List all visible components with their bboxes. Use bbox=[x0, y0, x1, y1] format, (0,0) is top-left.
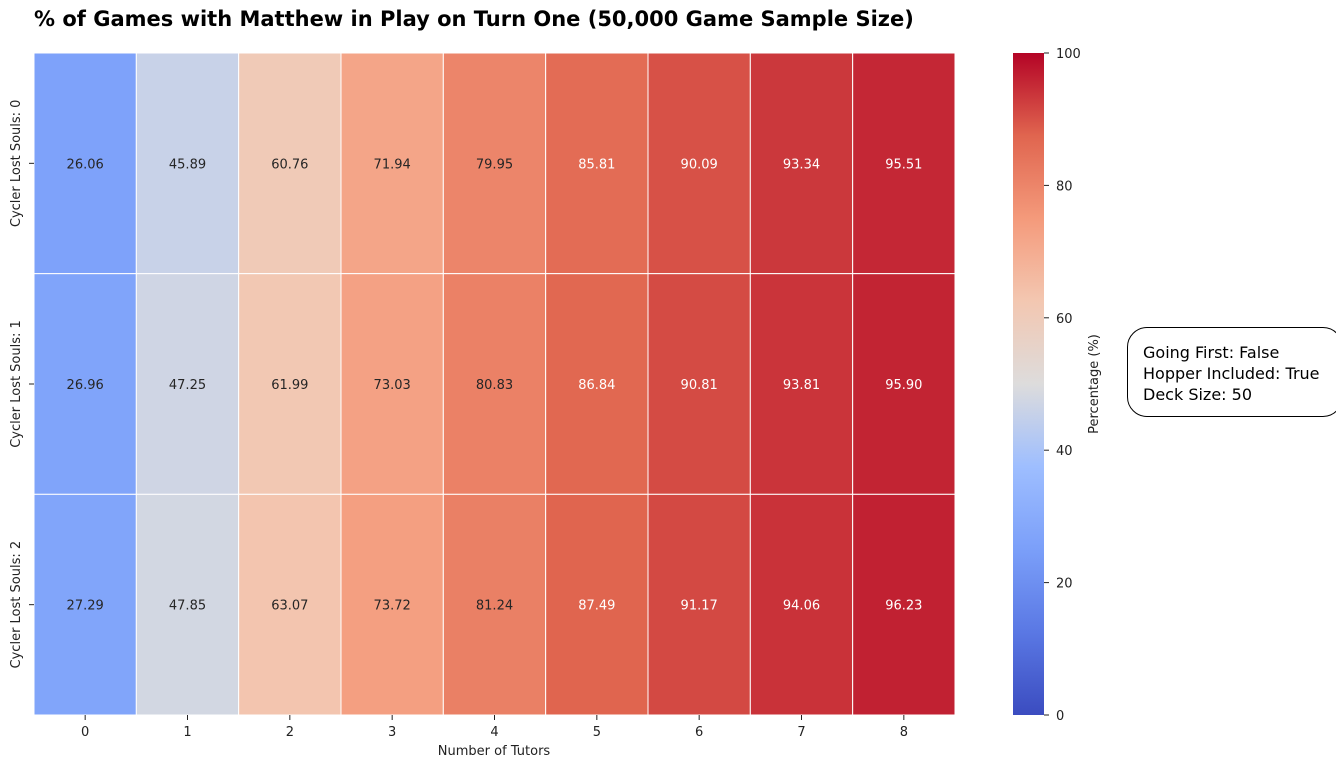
cell-value-label: 61.99 bbox=[271, 378, 308, 393]
heatmap-cell bbox=[852, 52, 956, 275]
heatmap-cell bbox=[238, 493, 342, 716]
heatmap-cell bbox=[749, 493, 854, 716]
cell-value-label: 90.81 bbox=[681, 378, 718, 393]
x-tick-label: 3 bbox=[388, 725, 396, 740]
cell-value-label: 85.81 bbox=[578, 157, 615, 172]
cell-value-label: 90.09 bbox=[681, 157, 718, 172]
heatmap-cell bbox=[647, 493, 751, 716]
heatmap-cells bbox=[33, 52, 956, 716]
cell-value-label: 47.25 bbox=[169, 378, 206, 393]
colorbar-ticks: 0 20 40 60 80 100 bbox=[1044, 47, 1081, 724]
cell-value-label: 80.83 bbox=[476, 378, 513, 393]
x-tick-label: 4 bbox=[490, 725, 498, 740]
cell-value-label: 96.23 bbox=[885, 599, 922, 614]
heatmap-cell bbox=[135, 493, 240, 716]
heatmap-cell bbox=[33, 273, 137, 495]
colorbar-tick-label: 20 bbox=[1056, 577, 1073, 592]
heatmap-cell bbox=[442, 493, 547, 716]
heatmap-cell bbox=[749, 273, 854, 495]
info-line-going-first: Going First: False bbox=[1143, 343, 1280, 362]
heatmap-cell-labels: 26.06 45.89 60.76 71.94 79.95 85.81 90.09 93.34… bbox=[67, 157, 923, 613]
cell-value-label: 60.76 bbox=[271, 157, 308, 172]
cell-value-label: 27.29 bbox=[67, 599, 104, 614]
cell-value-label: 26.96 bbox=[67, 378, 104, 393]
info-line-hopper-included: Hopper Included: True bbox=[1143, 364, 1320, 383]
heatmap-cell bbox=[545, 273, 649, 495]
x-axis-ticks: 0 1 2 3 4 5 6 7 8 bbox=[81, 715, 908, 740]
info-annotation-box: Going First: False Hopper Included: True… bbox=[1127, 327, 1336, 417]
heatmap-cell bbox=[135, 52, 240, 275]
cell-value-label: 94.06 bbox=[783, 599, 820, 614]
cell-value-label: 79.95 bbox=[476, 157, 513, 172]
colorbar-tick-label: 80 bbox=[1056, 179, 1073, 194]
heatmap-cell bbox=[340, 273, 444, 495]
heatmap-cell bbox=[340, 493, 444, 716]
cell-value-label: 45.89 bbox=[169, 157, 206, 172]
x-tick-label: 5 bbox=[593, 725, 601, 740]
cell-value-label: 91.17 bbox=[681, 599, 718, 614]
colorbar-tick-label: 0 bbox=[1056, 709, 1064, 724]
cell-value-label: 93.81 bbox=[783, 378, 820, 393]
cell-value-label: 73.03 bbox=[374, 378, 411, 393]
cell-value-label: 86.84 bbox=[578, 378, 615, 393]
heatmap-cell bbox=[442, 273, 547, 495]
x-tick-label: 8 bbox=[900, 725, 908, 740]
heatmap-cell bbox=[238, 52, 342, 275]
heatmap-cell bbox=[33, 493, 137, 716]
colorbar bbox=[1013, 53, 1044, 715]
x-tick-label: 1 bbox=[183, 725, 191, 740]
cell-value-label: 95.51 bbox=[885, 157, 922, 172]
colorbar-tick-label: 40 bbox=[1056, 444, 1073, 459]
y-tick-label: Cycler Lost Souls: 0 bbox=[9, 100, 24, 228]
cell-value-label: 26.06 bbox=[67, 157, 104, 172]
info-line-deck-size: Deck Size: 50 bbox=[1143, 385, 1252, 404]
cell-value-label: 63.07 bbox=[271, 599, 308, 614]
y-tick-label: Cycler Lost Souls: 2 bbox=[9, 541, 24, 669]
heatmap-cell bbox=[545, 493, 649, 716]
chart-title: % of Games with Matthew in Play on Turn … bbox=[34, 7, 914, 31]
x-tick-label: 0 bbox=[81, 725, 89, 740]
heatmap-cell bbox=[33, 52, 137, 275]
x-axis-label: Number of Tutors bbox=[438, 744, 551, 759]
cell-value-label: 47.85 bbox=[169, 599, 206, 614]
heatmap-cell bbox=[852, 273, 956, 495]
x-tick-label: 2 bbox=[286, 725, 294, 740]
cell-value-label: 87.49 bbox=[578, 599, 615, 614]
cell-value-label: 93.34 bbox=[783, 157, 820, 172]
cell-value-label: 73.72 bbox=[374, 599, 411, 614]
x-tick-label: 6 bbox=[695, 725, 703, 740]
cell-value-label: 71.94 bbox=[374, 157, 411, 172]
y-axis-ticks: Cycler Lost Souls: 0 Cycler Lost Souls: 1… bbox=[9, 100, 34, 669]
heatmap-cell bbox=[647, 52, 751, 275]
colorbar-label: Percentage (%) bbox=[1087, 334, 1102, 434]
heatmap-cell bbox=[238, 273, 342, 495]
heatmap-cell bbox=[647, 273, 751, 495]
heatmap-cell bbox=[852, 493, 956, 716]
heatmap-cell bbox=[749, 52, 854, 275]
x-tick-label: 7 bbox=[797, 725, 805, 740]
cell-value-label: 81.24 bbox=[476, 599, 513, 614]
cell-value-label: 95.90 bbox=[885, 378, 922, 393]
colorbar-tick-label: 60 bbox=[1056, 312, 1073, 327]
heatmap-cell bbox=[340, 52, 444, 275]
colorbar-tick-label: 100 bbox=[1056, 47, 1081, 62]
y-tick-label: Cycler Lost Souls: 1 bbox=[9, 320, 24, 448]
